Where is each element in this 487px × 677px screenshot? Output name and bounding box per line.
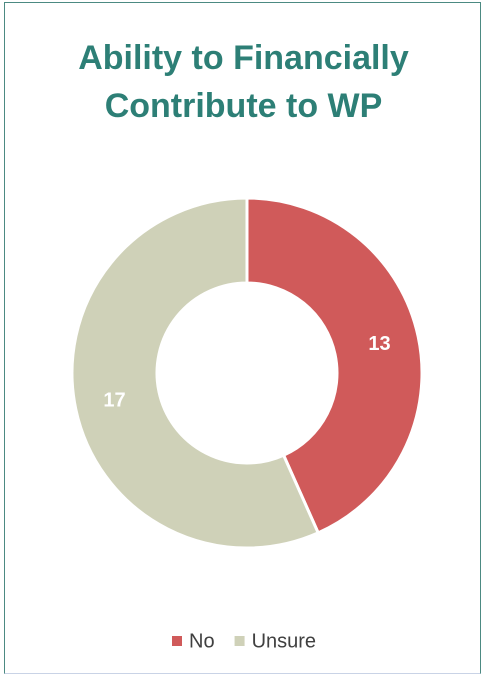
data-label: 13	[368, 333, 390, 355]
donut-slice	[245, 196, 424, 535]
legend-label: No	[189, 630, 215, 652]
legend-swatch	[234, 636, 245, 646]
card	[4, 2, 481, 674]
data-label: 17	[103, 389, 125, 411]
donut-slice	[70, 196, 321, 550]
legend-label: Unsure	[252, 630, 316, 652]
chart-title: Ability to Financially Contribute to WP	[78, 39, 409, 125]
legend-swatch	[172, 636, 182, 646]
